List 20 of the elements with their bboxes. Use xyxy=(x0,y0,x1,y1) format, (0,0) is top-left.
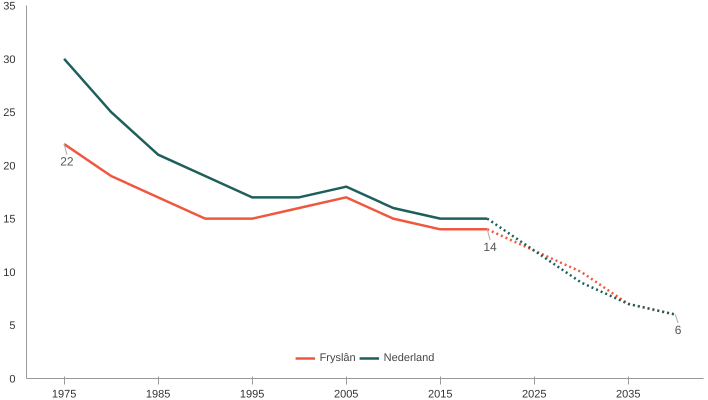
y-tick-label: 35 xyxy=(3,0,16,12)
x-tick-label: 2035 xyxy=(616,388,641,400)
y-tick-label: 30 xyxy=(3,54,16,66)
x-tick-label: 2015 xyxy=(428,388,452,400)
x-tick-label: 1995 xyxy=(240,388,264,400)
legend-label: Fryslân xyxy=(320,352,356,364)
y-tick-label: 10 xyxy=(3,266,16,279)
annotation: 22 xyxy=(60,154,74,169)
legend-label: Nederland xyxy=(384,352,434,364)
annotation: 14 xyxy=(483,240,498,254)
y-tick-label: 20 xyxy=(3,160,16,172)
y-tick-label: 25 xyxy=(3,107,16,120)
y-tick-label: 0 xyxy=(9,374,16,386)
x-tick-label: 1985 xyxy=(146,388,170,400)
annotation: 6 xyxy=(674,322,682,337)
x-tick-label: 1975 xyxy=(52,388,76,400)
x-tick-label: 2025 xyxy=(522,388,546,400)
y-tick-label: 5 xyxy=(9,320,16,332)
x-tick-label: 2005 xyxy=(334,388,358,400)
y-tick-label: 15 xyxy=(3,214,16,226)
